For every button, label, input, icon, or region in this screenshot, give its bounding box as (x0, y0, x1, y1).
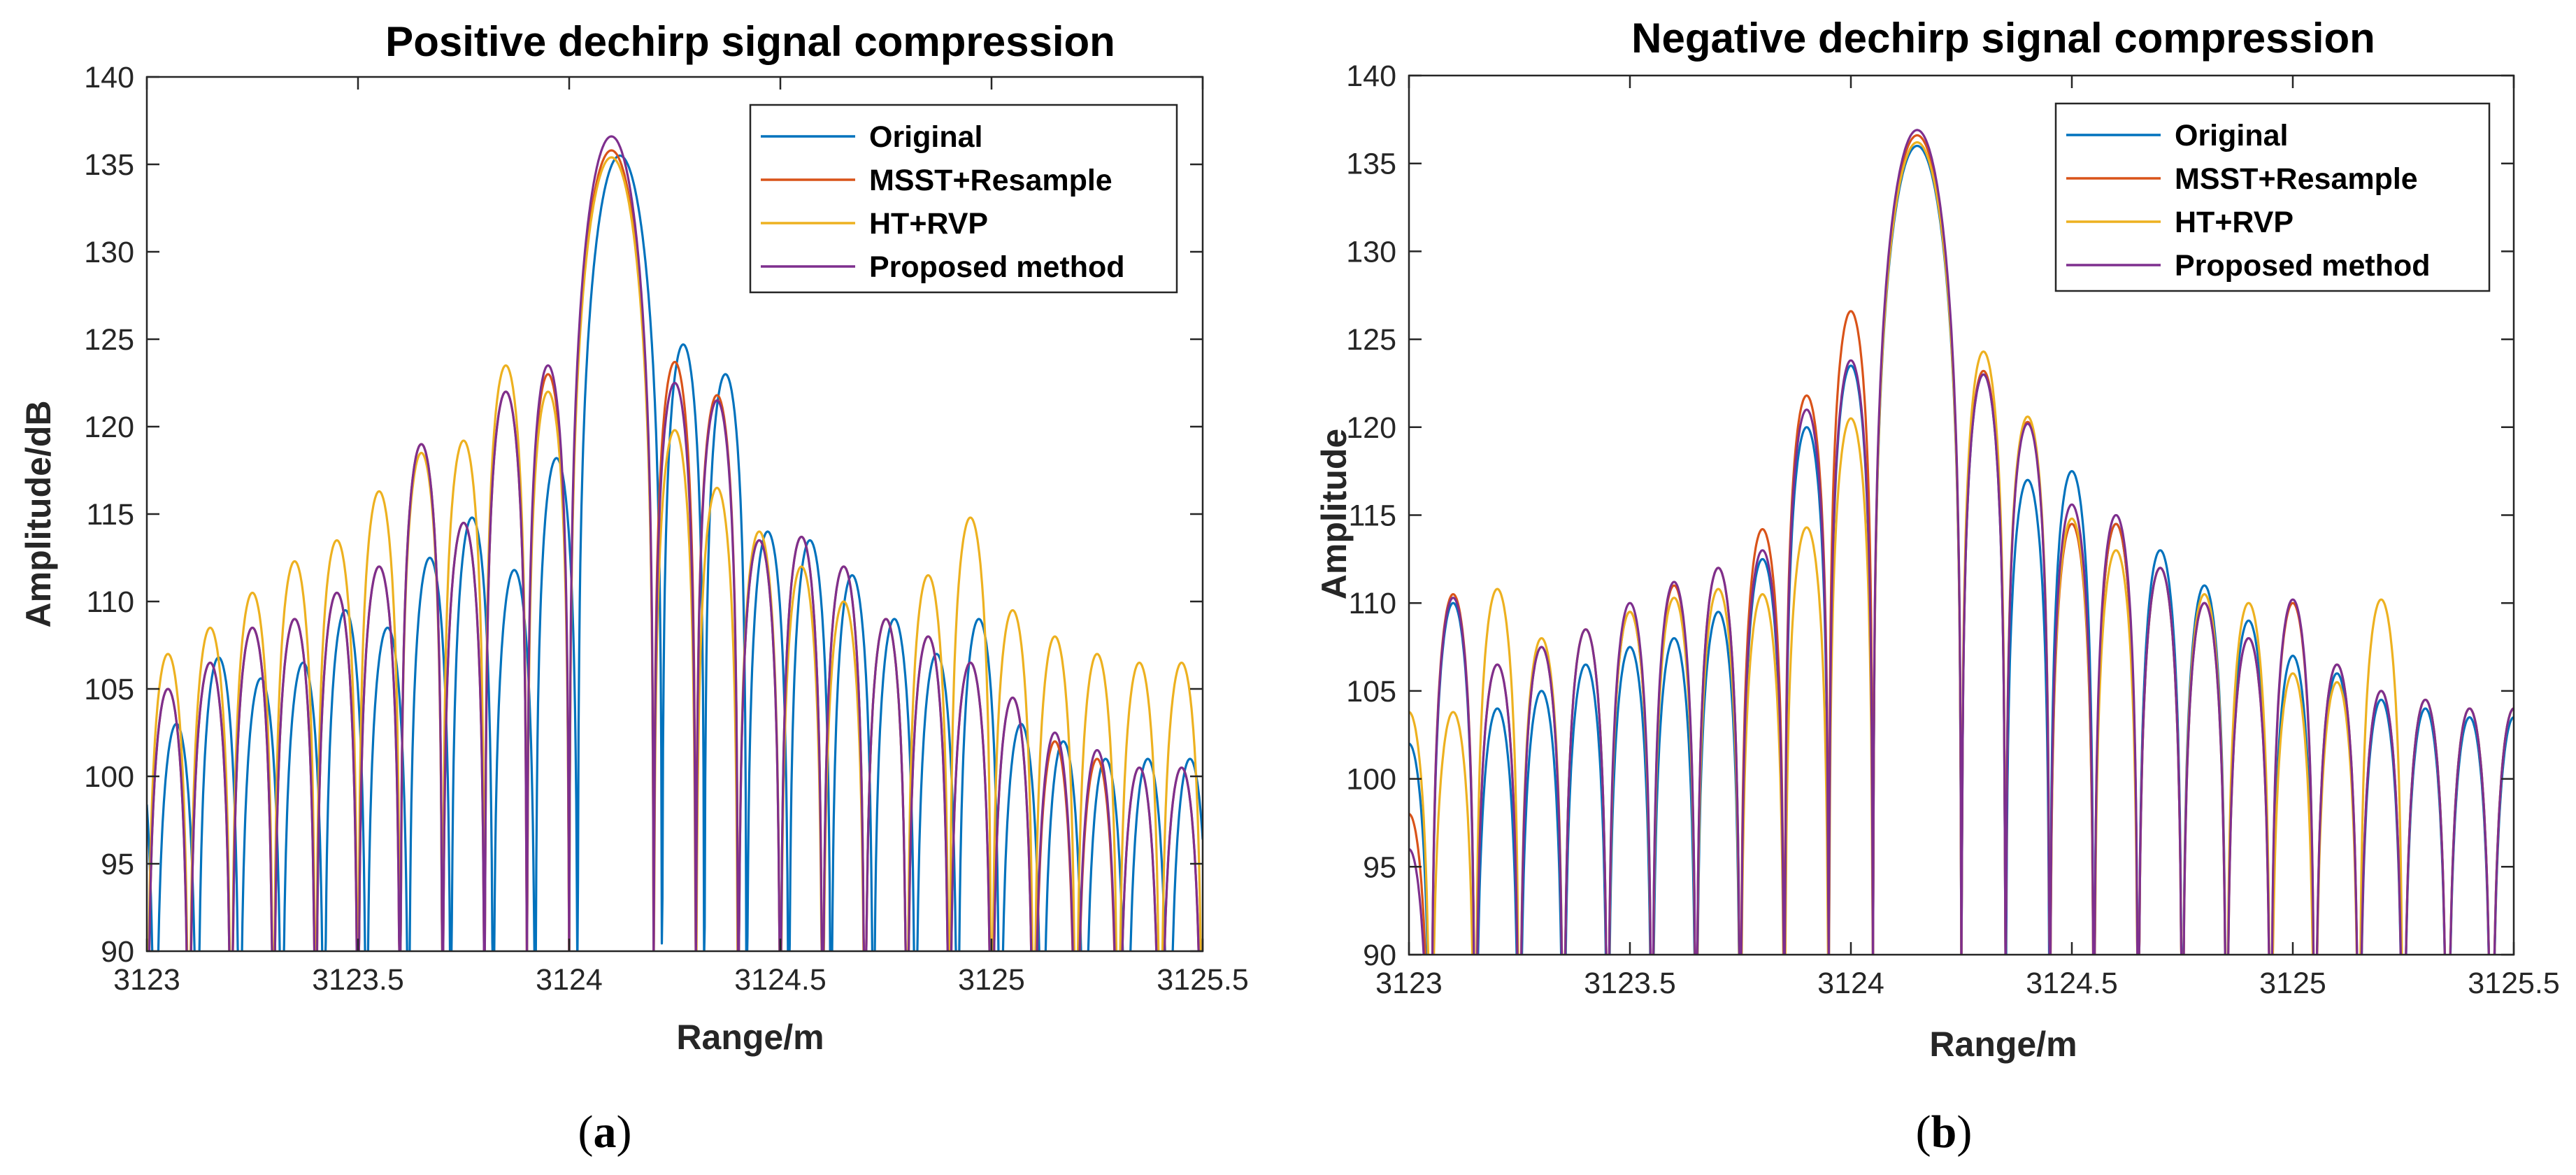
series-line-proposed-method (1409, 129, 2514, 955)
legend-label: MSST+Resample (2175, 162, 2418, 196)
y-tick-label: 115 (1348, 499, 1396, 533)
y-tick-label: 95 (101, 848, 134, 881)
legend-label: HT+RVP (2175, 206, 2294, 239)
x-axis-label-b: Range/m (1929, 1025, 2077, 1064)
x-tick-label: 3124.5 (2026, 967, 2118, 1000)
legend-label: Proposed method (869, 250, 1125, 284)
panel-label-b: (b) (1916, 1106, 1973, 1158)
y-tick-label: 90 (101, 935, 134, 969)
x-axis-label-a: Range/m (676, 1018, 824, 1057)
y-tick-label: 140 (84, 61, 134, 94)
plot-area-b: 3123 3123.5 3124 3124.5 3125 3125.5 90 95 100 105… (1346, 59, 2560, 1000)
y-tick-label: 105 (1346, 675, 1396, 708)
legend-label: Original (2175, 119, 2288, 152)
y-tick-label: 110 (1348, 587, 1396, 620)
x-tick-label: 3125.5 (2468, 967, 2560, 1000)
y-tick-label: 135 (84, 148, 134, 182)
y-tick-label: 100 (84, 760, 134, 794)
legend: Original MSST+Resample HT+RVP Proposed meth… (749, 104, 1178, 294)
chart-title-a: Positive dechirp signal compression (385, 18, 1115, 65)
x-tick-label: 3123.5 (312, 963, 404, 997)
y-tick-label: 125 (84, 323, 134, 357)
x-tick-label: 3124 (536, 963, 603, 997)
y-tick-label: 120 (1346, 411, 1396, 445)
y-tick-label: 140 (1346, 59, 1396, 93)
y-tick-label: 95 (1363, 850, 1396, 884)
plot-area-a: 3123 3123.5 3124 3124.5 3125 3125.5 90 95 100 105… (84, 61, 1249, 997)
series-line-proposed-method (148, 135, 1200, 951)
x-tick-label: 3124 (1817, 967, 1884, 1000)
y-tick-label: 125 (1346, 323, 1396, 357)
legend-label: Original (869, 120, 982, 154)
panel-label-a-letter: a (594, 1106, 617, 1158)
y-tick-label: 90 (1363, 939, 1396, 972)
x-tick-label: 3123.5 (1584, 967, 1676, 1000)
panel-label-b-letter: b (1931, 1106, 1957, 1158)
y-axis-label-a: Amplitude/dB (19, 401, 58, 628)
legend-label: HT+RVP (869, 207, 988, 241)
y-tick-label: 130 (84, 236, 134, 269)
y-tick-label: 100 (1346, 763, 1396, 797)
legend-label: Proposed method (2175, 249, 2431, 283)
x-tick-label: 3123 (113, 963, 180, 997)
chart-panel-a: Positive dechirp signal compression 3123… (19, 18, 1249, 1158)
legend-label: MSST+Resample (869, 164, 1112, 197)
x-tick-label: 3123 (1375, 967, 1443, 1000)
chart-title-b: Negative dechirp signal compression (1631, 15, 2375, 62)
y-tick-label: 110 (86, 585, 134, 619)
x-tick-label: 3125 (958, 963, 1025, 997)
y-tick-label: 120 (84, 411, 134, 444)
series-line-ht-rvp (148, 156, 1202, 951)
chart-panel-b: Negative dechirp signal compression 3123… (1315, 15, 2560, 1158)
y-tick-label: 130 (1346, 235, 1396, 269)
x-tick-label: 3125.5 (1157, 963, 1249, 997)
series-line-original (1409, 145, 2514, 955)
legend: Original MSST+Resample HT+RVP Proposed meth… (2054, 102, 2491, 292)
x-tick-label: 3124.5 (734, 963, 827, 997)
x-tick-label: 3125 (2259, 967, 2326, 1000)
y-tick-label: 135 (1346, 148, 1396, 181)
y-tick-label: 105 (84, 673, 134, 706)
y-axis-label-b: Amplitude (1315, 429, 1354, 599)
panel-label-a: (a) (578, 1106, 632, 1158)
y-tick-label: 115 (86, 498, 134, 532)
